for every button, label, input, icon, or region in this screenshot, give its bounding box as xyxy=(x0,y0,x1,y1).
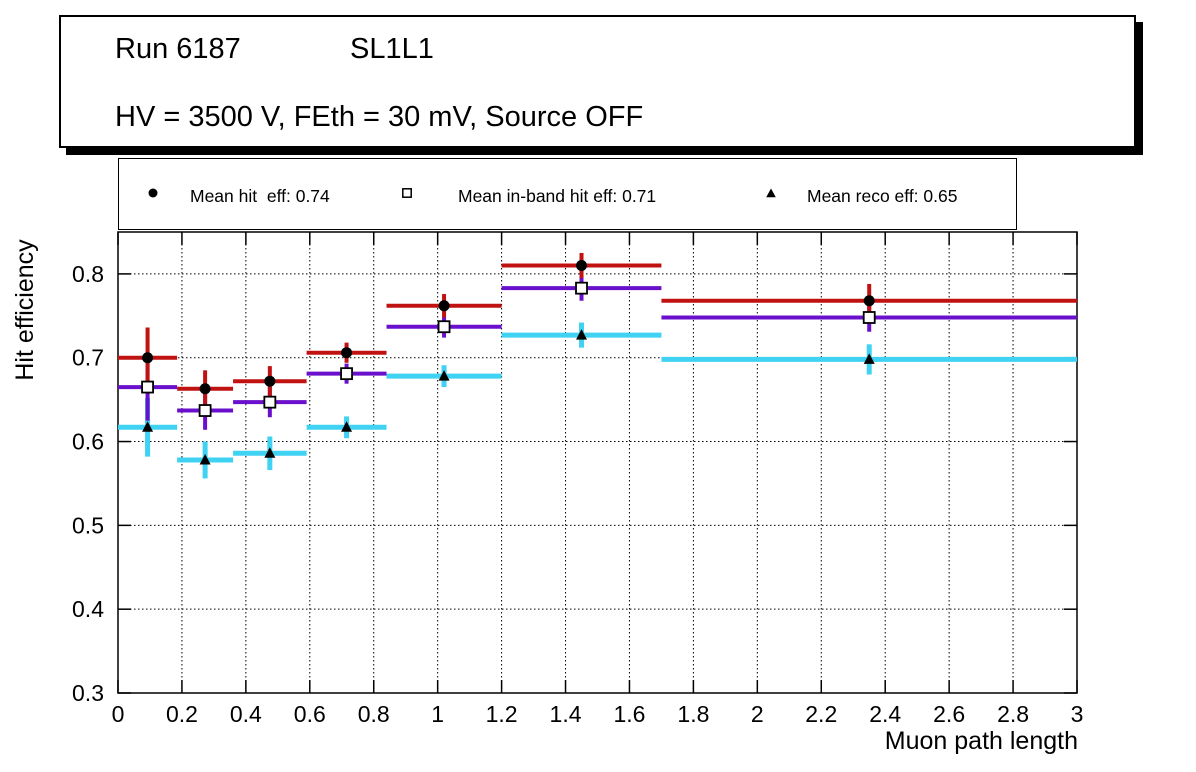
svg-text:0.8: 0.8 xyxy=(358,701,390,727)
svg-text:1.6: 1.6 xyxy=(613,701,645,727)
svg-text:0.2: 0.2 xyxy=(166,701,198,727)
svg-text:1.4: 1.4 xyxy=(550,701,582,727)
run-label: Run 6187 xyxy=(115,33,241,65)
y-axis: 0.3 0.4 0.5 0.6 0.7 0.8 xyxy=(72,261,1077,706)
svg-text:2.2: 2.2 xyxy=(805,701,837,727)
svg-text:0.3: 0.3 xyxy=(72,680,104,706)
layer-label: SL1L1 xyxy=(350,33,434,65)
title-box: Run 6187 SL1L1 HV = 3500 V, FEth = 30 mV… xyxy=(59,15,1136,148)
svg-text:0.7: 0.7 xyxy=(72,345,104,371)
x-axis: 0 0.2 0.4 0.6 0.8 1 1.2 1.4 1.6 1.8 2 2.2 2.4 2.6 2.8 3 xyxy=(112,232,1084,727)
legend-label-inband-eff: Mean in-band hit eff: 0.71 xyxy=(458,186,657,206)
svg-text:2.4: 2.4 xyxy=(869,701,901,727)
x-axis-title: Muon path length xyxy=(885,727,1078,755)
svg-text:0.6: 0.6 xyxy=(72,429,104,455)
axis-titles: Muon path length Hit efficiency xyxy=(11,239,1078,755)
legend-label-reco-eff: Mean reco eff: 0.65 xyxy=(807,186,958,206)
filled-circle-icon xyxy=(148,188,158,198)
svg-text:2.6: 2.6 xyxy=(933,701,965,727)
svg-text:0.6: 0.6 xyxy=(294,701,326,727)
series-inband-bars xyxy=(118,275,1077,430)
svg-text:0.4: 0.4 xyxy=(72,596,104,622)
svg-text:0.8: 0.8 xyxy=(72,261,104,287)
gridlines xyxy=(118,232,1077,693)
series-hit-bars xyxy=(118,252,1077,408)
svg-text:1.2: 1.2 xyxy=(486,701,518,727)
y-axis-title: Hit efficiency xyxy=(11,239,39,381)
svg-text:0.5: 0.5 xyxy=(72,512,104,538)
svg-text:1: 1 xyxy=(431,701,444,727)
open-square-icon xyxy=(402,188,412,198)
svg-text:2: 2 xyxy=(751,701,764,727)
svg-text:2.8: 2.8 xyxy=(997,701,1029,727)
series-hit-markers xyxy=(142,260,875,395)
series-inband-markers xyxy=(141,281,876,417)
svg-text:0: 0 xyxy=(112,701,125,727)
svg-text:0.4: 0.4 xyxy=(230,701,262,727)
filled-triangle-icon xyxy=(766,188,776,198)
legend-box: Mean hit eff: 0.74 Mean in-band hit eff:… xyxy=(118,158,1017,230)
series-reco-markers xyxy=(142,329,875,465)
svg-text:1.8: 1.8 xyxy=(677,701,709,727)
legend-label-hit-eff: Mean hit eff: 0.74 xyxy=(190,186,330,206)
plot-frame xyxy=(117,231,1078,694)
conditions-label: HV = 3500 V, FEth = 30 mV, Source OFF xyxy=(115,101,644,133)
svg-text:3: 3 xyxy=(1071,701,1084,727)
